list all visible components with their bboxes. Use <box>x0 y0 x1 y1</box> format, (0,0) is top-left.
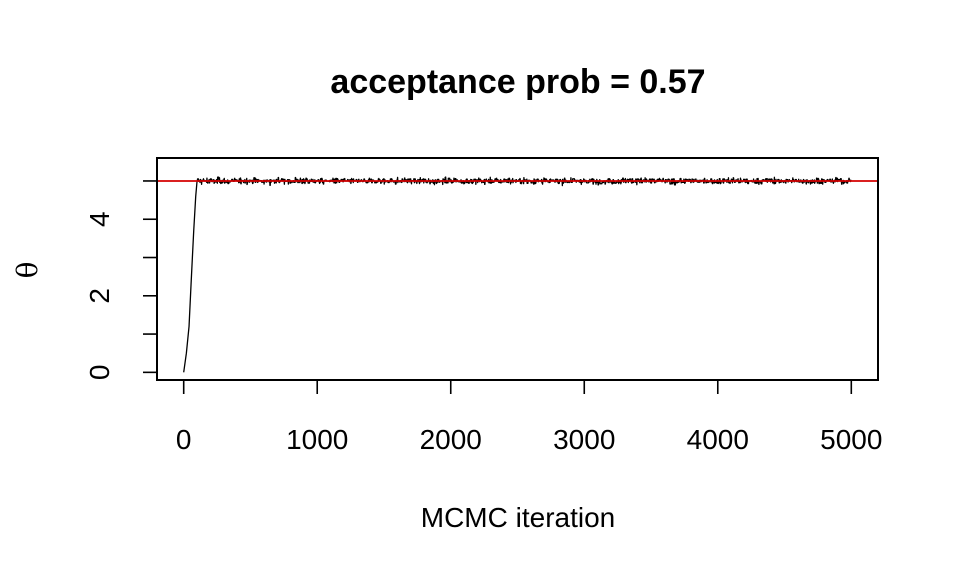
x-tick-label: 0 <box>176 424 192 455</box>
chart-title: acceptance prob = 0.57 <box>330 63 705 101</box>
y-tick-label: 0 <box>84 365 115 381</box>
y-axis-label: θ <box>11 262 44 279</box>
x-tick-label: 1000 <box>286 424 348 455</box>
x-tick-label: 5000 <box>820 424 882 455</box>
y-tick-label: 4 <box>84 211 115 227</box>
x-tick-label: 3000 <box>553 424 615 455</box>
y-tick-label: 2 <box>84 288 115 304</box>
y-axis: 0 2 4 <box>84 180 158 381</box>
x-tick-label: 4000 <box>687 424 749 455</box>
plot-area <box>157 176 878 373</box>
x-tick-label: 2000 <box>420 424 482 455</box>
x-axis-label: MCMC iteration <box>421 502 615 533</box>
trace-line <box>183 176 852 373</box>
plot-frame <box>156 157 879 381</box>
x-axis: 0 1000 2000 3000 4000 5000 <box>176 379 882 455</box>
